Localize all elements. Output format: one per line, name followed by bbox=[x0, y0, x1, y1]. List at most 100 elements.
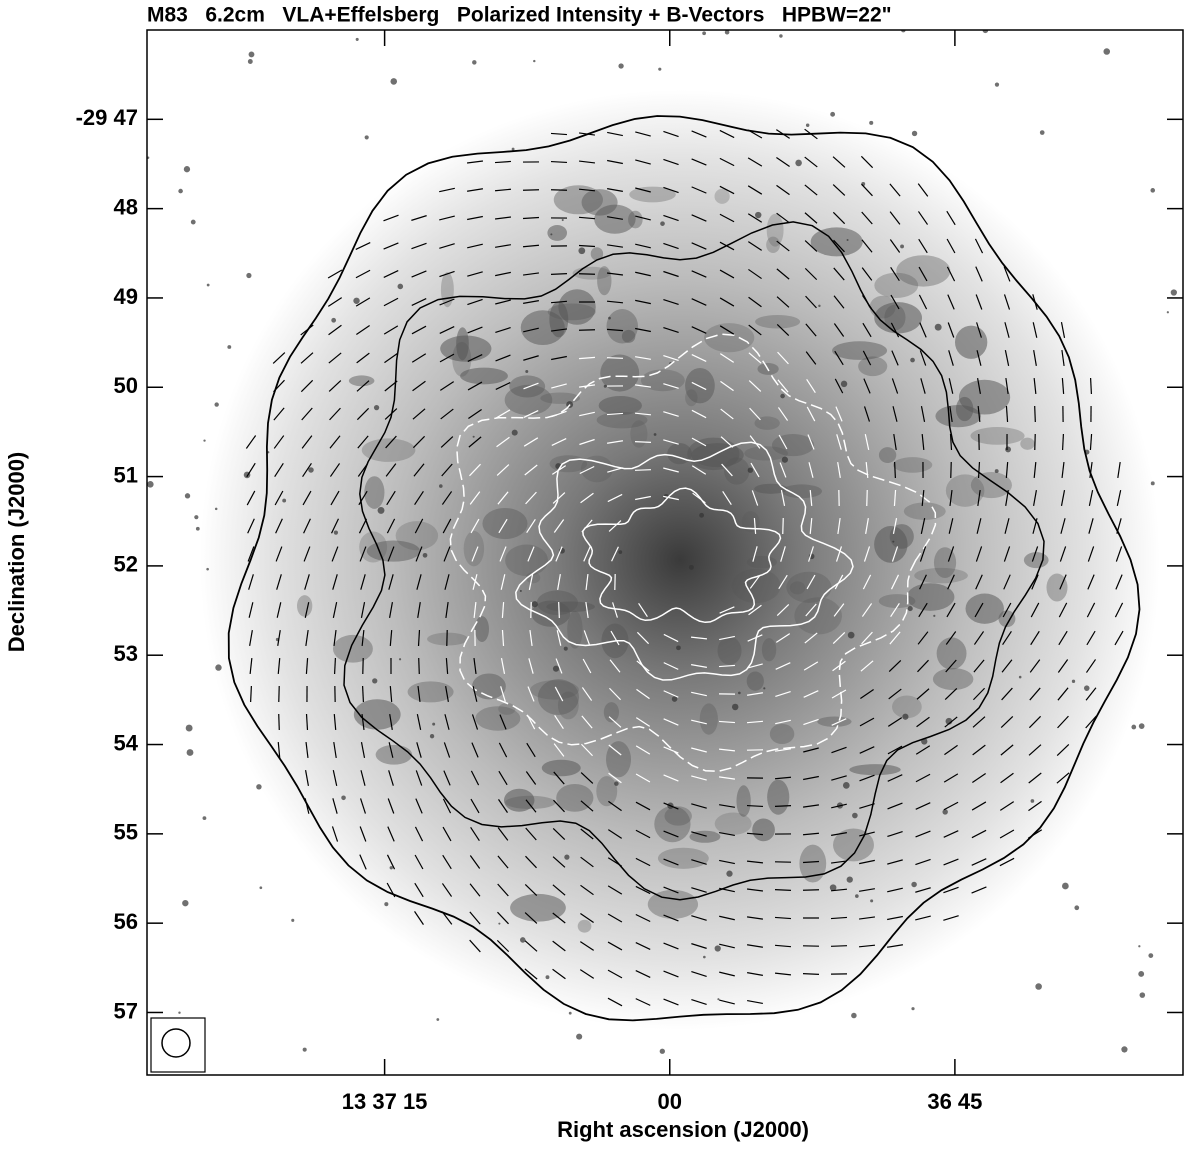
image-patch bbox=[606, 309, 638, 344]
b-vector bbox=[807, 434, 815, 450]
star bbox=[747, 467, 754, 473]
b-vector bbox=[499, 714, 507, 730]
image-patch bbox=[1046, 573, 1068, 602]
star bbox=[564, 854, 570, 860]
b-vector bbox=[412, 435, 426, 449]
b-vector bbox=[999, 857, 1015, 867]
b-vector bbox=[444, 714, 450, 730]
star bbox=[717, 998, 720, 1001]
b-vector bbox=[359, 546, 367, 562]
b-vector bbox=[1114, 630, 1124, 646]
b-vector bbox=[748, 604, 762, 616]
b-vector bbox=[1032, 490, 1038, 506]
b-vector bbox=[439, 326, 455, 334]
b-vector bbox=[775, 719, 791, 725]
b-vector bbox=[389, 629, 393, 647]
b-vector bbox=[1028, 800, 1042, 812]
b-vector bbox=[1058, 630, 1068, 646]
star bbox=[847, 631, 855, 639]
b-vector bbox=[948, 518, 954, 534]
b-vector bbox=[915, 773, 931, 783]
b-vector bbox=[300, 352, 314, 364]
b-vector bbox=[918, 602, 928, 618]
b-vector bbox=[1116, 490, 1122, 506]
b-vector bbox=[579, 969, 595, 979]
image-patch bbox=[657, 847, 709, 869]
star bbox=[1131, 724, 1137, 730]
b-vector bbox=[635, 243, 651, 249]
image-patch bbox=[503, 788, 535, 812]
b-vector bbox=[494, 216, 512, 220]
b-vector bbox=[975, 574, 983, 590]
b-vector bbox=[523, 327, 539, 333]
b-vector bbox=[718, 776, 736, 780]
b-vector bbox=[387, 826, 395, 842]
b-vector bbox=[302, 490, 312, 506]
b-vector bbox=[580, 828, 594, 840]
b-vector bbox=[555, 546, 563, 562]
b-vector bbox=[972, 744, 986, 756]
star bbox=[439, 484, 443, 488]
b-vector bbox=[804, 156, 818, 168]
b-vector bbox=[806, 406, 816, 422]
b-vector bbox=[578, 384, 596, 388]
b-vector bbox=[611, 546, 619, 562]
star bbox=[934, 323, 942, 331]
b-vector bbox=[747, 129, 763, 139]
b-vector bbox=[246, 490, 256, 506]
b-vector bbox=[893, 489, 897, 507]
star bbox=[246, 272, 252, 279]
b-vector bbox=[719, 971, 735, 977]
b-vector bbox=[834, 574, 844, 590]
b-vector bbox=[972, 716, 986, 728]
b-vector bbox=[776, 296, 790, 308]
image-patch bbox=[849, 764, 901, 776]
b-vector bbox=[1089, 377, 1093, 395]
b-vector bbox=[635, 159, 651, 165]
b-vector bbox=[469, 939, 481, 953]
b-vector bbox=[691, 971, 707, 977]
image-patch bbox=[557, 691, 579, 720]
b-vector bbox=[388, 770, 394, 786]
b-vector bbox=[608, 716, 622, 728]
image-patch bbox=[731, 568, 781, 604]
b-vector bbox=[329, 407, 341, 421]
b-vector bbox=[862, 322, 872, 338]
image-patch bbox=[654, 805, 691, 843]
image-patch bbox=[998, 610, 1016, 628]
b-vector bbox=[746, 804, 764, 808]
b-vector bbox=[865, 461, 869, 479]
contour bbox=[582, 487, 782, 624]
b-vector bbox=[915, 745, 931, 755]
star bbox=[671, 696, 678, 702]
b-vector bbox=[947, 546, 955, 562]
b-vector bbox=[719, 943, 735, 949]
b-vector bbox=[663, 802, 679, 810]
image-patch bbox=[754, 416, 780, 430]
b-vector bbox=[663, 690, 679, 698]
image-patch bbox=[525, 572, 541, 584]
b-vector bbox=[248, 602, 254, 618]
b-vector bbox=[747, 663, 763, 669]
b-vector bbox=[831, 832, 847, 836]
b-vector bbox=[1002, 602, 1012, 618]
b-vector bbox=[331, 826, 339, 842]
b-vector bbox=[467, 354, 483, 362]
b-vector bbox=[634, 441, 652, 443]
chart-title: M83 6.2cm VLA+Effelsberg Polarized Inten… bbox=[147, 4, 892, 27]
b-vector bbox=[663, 718, 679, 726]
b-vector bbox=[579, 465, 595, 475]
b-vector bbox=[470, 798, 480, 814]
b-vector bbox=[305, 629, 309, 647]
star bbox=[911, 1007, 915, 1011]
b-vector bbox=[412, 380, 426, 392]
b-vector bbox=[552, 884, 566, 896]
b-vector bbox=[921, 489, 925, 507]
b-vector bbox=[1032, 322, 1038, 338]
b-vector bbox=[894, 461, 896, 479]
b-vector bbox=[301, 407, 313, 421]
b-vector bbox=[1088, 518, 1094, 534]
b-vector bbox=[887, 717, 903, 727]
b-vector bbox=[360, 742, 366, 758]
